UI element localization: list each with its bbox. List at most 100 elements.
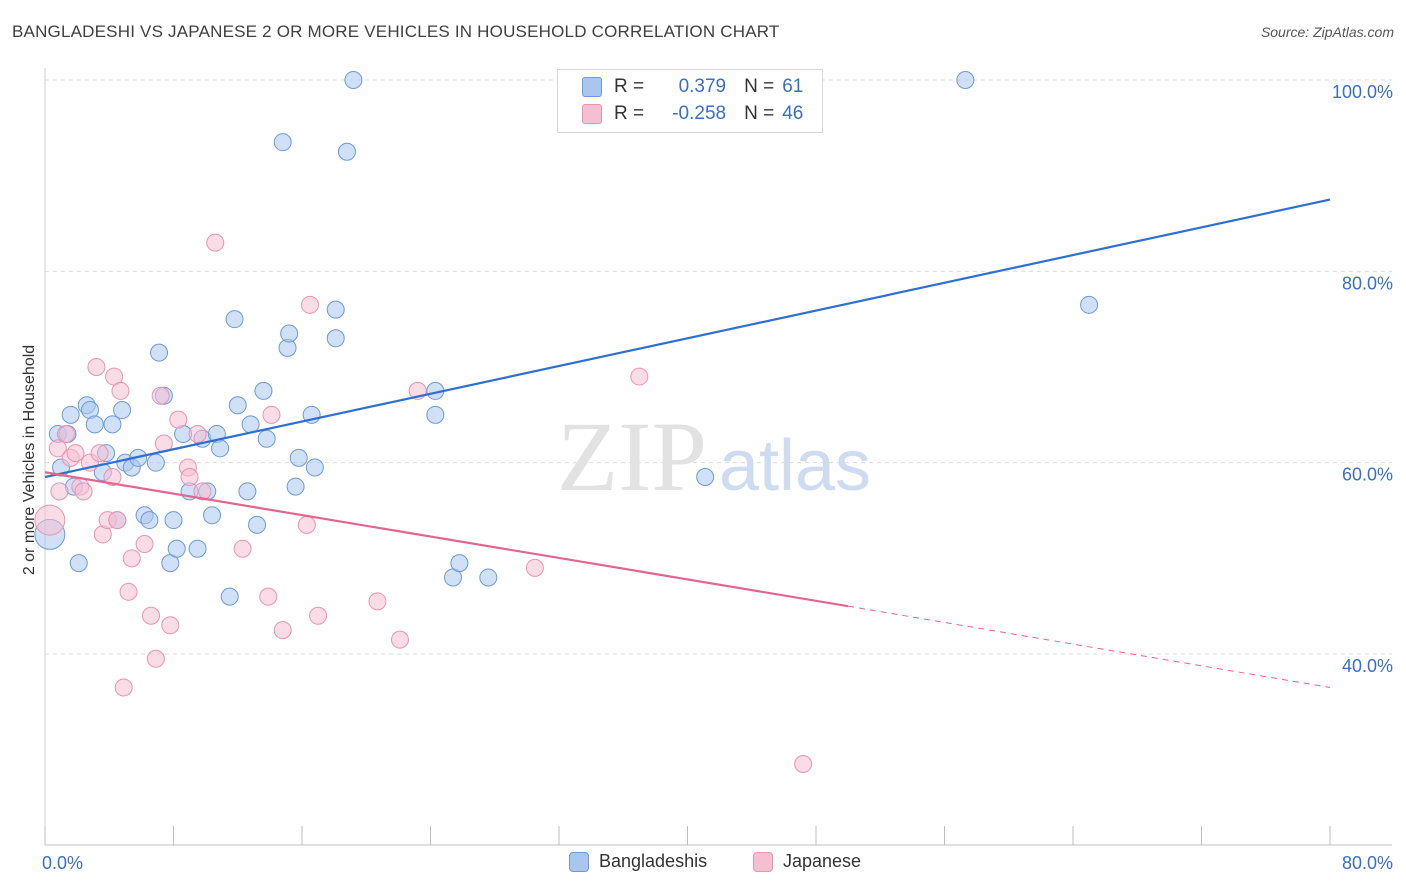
japanese-point <box>169 410 188 429</box>
japanese-point <box>87 358 106 376</box>
series-legend-bangladeshis[interactable]: Bangladeshis <box>569 851 707 872</box>
series-legend-japanese[interactable]: Japanese <box>753 851 861 872</box>
japanese-point <box>56 424 75 443</box>
legend-swatch-bangladeshi <box>582 77 602 97</box>
japanese-point <box>90 444 109 463</box>
bangladeshi-point <box>220 587 239 606</box>
japanese-point <box>794 755 813 774</box>
bangladeshi-point <box>164 511 183 530</box>
japanese-point <box>108 511 127 530</box>
japanese-point <box>146 649 165 668</box>
japanese-point <box>273 621 292 640</box>
legend-row-bangladeshi: R = 0.379 N = 61 <box>582 74 803 100</box>
bangladeshi-point <box>228 396 247 415</box>
y-tick-label: 40.0% <box>1342 656 1393 676</box>
bangladeshi-point <box>254 381 273 400</box>
japanese-point <box>122 549 141 568</box>
bangladeshis-swatch <box>569 851 589 872</box>
bangladeshi-point <box>238 482 257 501</box>
y-tick-label: 100.0% <box>1332 82 1393 102</box>
japanese-trend-extension <box>848 605 1331 688</box>
japanese-point <box>262 405 281 424</box>
bangladeshi-point <box>167 539 186 558</box>
japanese-point <box>74 482 93 501</box>
japanese-point <box>119 582 138 601</box>
bangladeshi-point <box>289 448 308 467</box>
legend-r-label: R = <box>614 76 645 97</box>
bangladeshis-label: Bangladeshis <box>599 851 708 871</box>
bangladeshi-point <box>450 554 469 573</box>
legend-n-value: 46 <box>782 103 804 124</box>
japanese-point <box>103 468 122 487</box>
japanese-point <box>66 444 85 463</box>
bangladeshi-trend-line <box>44 198 1331 479</box>
bangladeshi-point <box>69 554 88 573</box>
japanese-point <box>309 606 328 625</box>
x-tick-label: 0.0% <box>42 853 83 873</box>
japanese-point <box>114 678 133 697</box>
bangladeshi-point <box>103 415 122 434</box>
correlation-legend: R = 0.379 N = 61 R = -0.258 N = 46 <box>557 69 823 133</box>
bangladeshi-point <box>248 515 267 534</box>
bangladeshi-point <box>225 310 244 329</box>
japanese-point <box>188 424 207 443</box>
legend-r-value: -0.258 <box>672 103 727 124</box>
y-axis-label: 2 or more Vehicles in Household <box>21 344 38 576</box>
watermark-zip: ZIP <box>557 401 707 512</box>
bangladeshi-point <box>257 429 276 448</box>
bangladeshi-point <box>305 458 324 477</box>
japanese-point <box>206 233 225 252</box>
legend-n-label: N = <box>744 76 775 97</box>
bangladeshi-point <box>61 405 80 424</box>
bangladeshi-point <box>696 468 715 487</box>
japanese-point <box>180 468 199 487</box>
japanese-point <box>111 381 130 400</box>
bangladeshi-point <box>113 401 132 420</box>
japanese-point <box>368 592 387 611</box>
bangladeshi-point <box>140 511 159 530</box>
bangladeshi-point <box>1080 295 1099 314</box>
japanese-swatch <box>753 851 773 872</box>
japanese-point <box>525 558 544 577</box>
legend-n-label: N = <box>744 103 775 124</box>
source-label: Source: ZipAtlas.com <box>1260 24 1394 40</box>
watermark-atlas: atlas <box>719 426 871 506</box>
chart-title: BANGLADESHI VS JAPANESE 2 OR MORE VEHICL… <box>12 22 780 41</box>
japanese-point <box>233 539 252 558</box>
bangladeshi-point <box>211 439 230 458</box>
bangladeshi-point <box>426 405 445 424</box>
legend-r-label: R = <box>614 103 645 124</box>
japanese-point <box>301 295 320 314</box>
japanese-point <box>259 587 278 606</box>
japanese-point <box>390 630 409 649</box>
japanese-point <box>50 482 69 501</box>
bangladeshi-point <box>337 142 356 161</box>
bangladeshi-point <box>479 568 498 587</box>
legend-row-japanese: R = -0.258 N = 46 <box>582 101 803 127</box>
bangladeshi-point <box>85 415 104 434</box>
japanese-point <box>630 367 649 386</box>
bangladeshi-point <box>150 343 169 362</box>
japanese-label: Japanese <box>783 851 862 871</box>
bangladeshi-point <box>146 453 165 472</box>
japanese-point <box>151 386 170 405</box>
legend-n-value: 61 <box>782 76 804 97</box>
japanese-point <box>135 534 154 553</box>
bangladeshi-point <box>326 300 345 319</box>
y-tick-label: 60.0% <box>1342 465 1393 485</box>
japanese-point <box>142 606 161 625</box>
bangladeshi-point <box>188 539 207 558</box>
bangladeshi-point <box>956 71 975 89</box>
japanese-point <box>48 439 67 458</box>
japanese-point <box>161 616 180 635</box>
japanese-trend-line <box>44 471 849 608</box>
bangladeshi-point <box>344 71 363 89</box>
series-legend: Bangladeshis Japanese <box>0 851 1406 877</box>
bangladeshi-point <box>326 329 345 348</box>
japanese-point <box>193 482 212 501</box>
legend-swatch-japanese <box>582 104 602 124</box>
bangladeshi-point <box>286 477 305 496</box>
x-tick-label: 80.0% <box>1342 853 1393 873</box>
bangladeshi-point <box>203 506 222 525</box>
